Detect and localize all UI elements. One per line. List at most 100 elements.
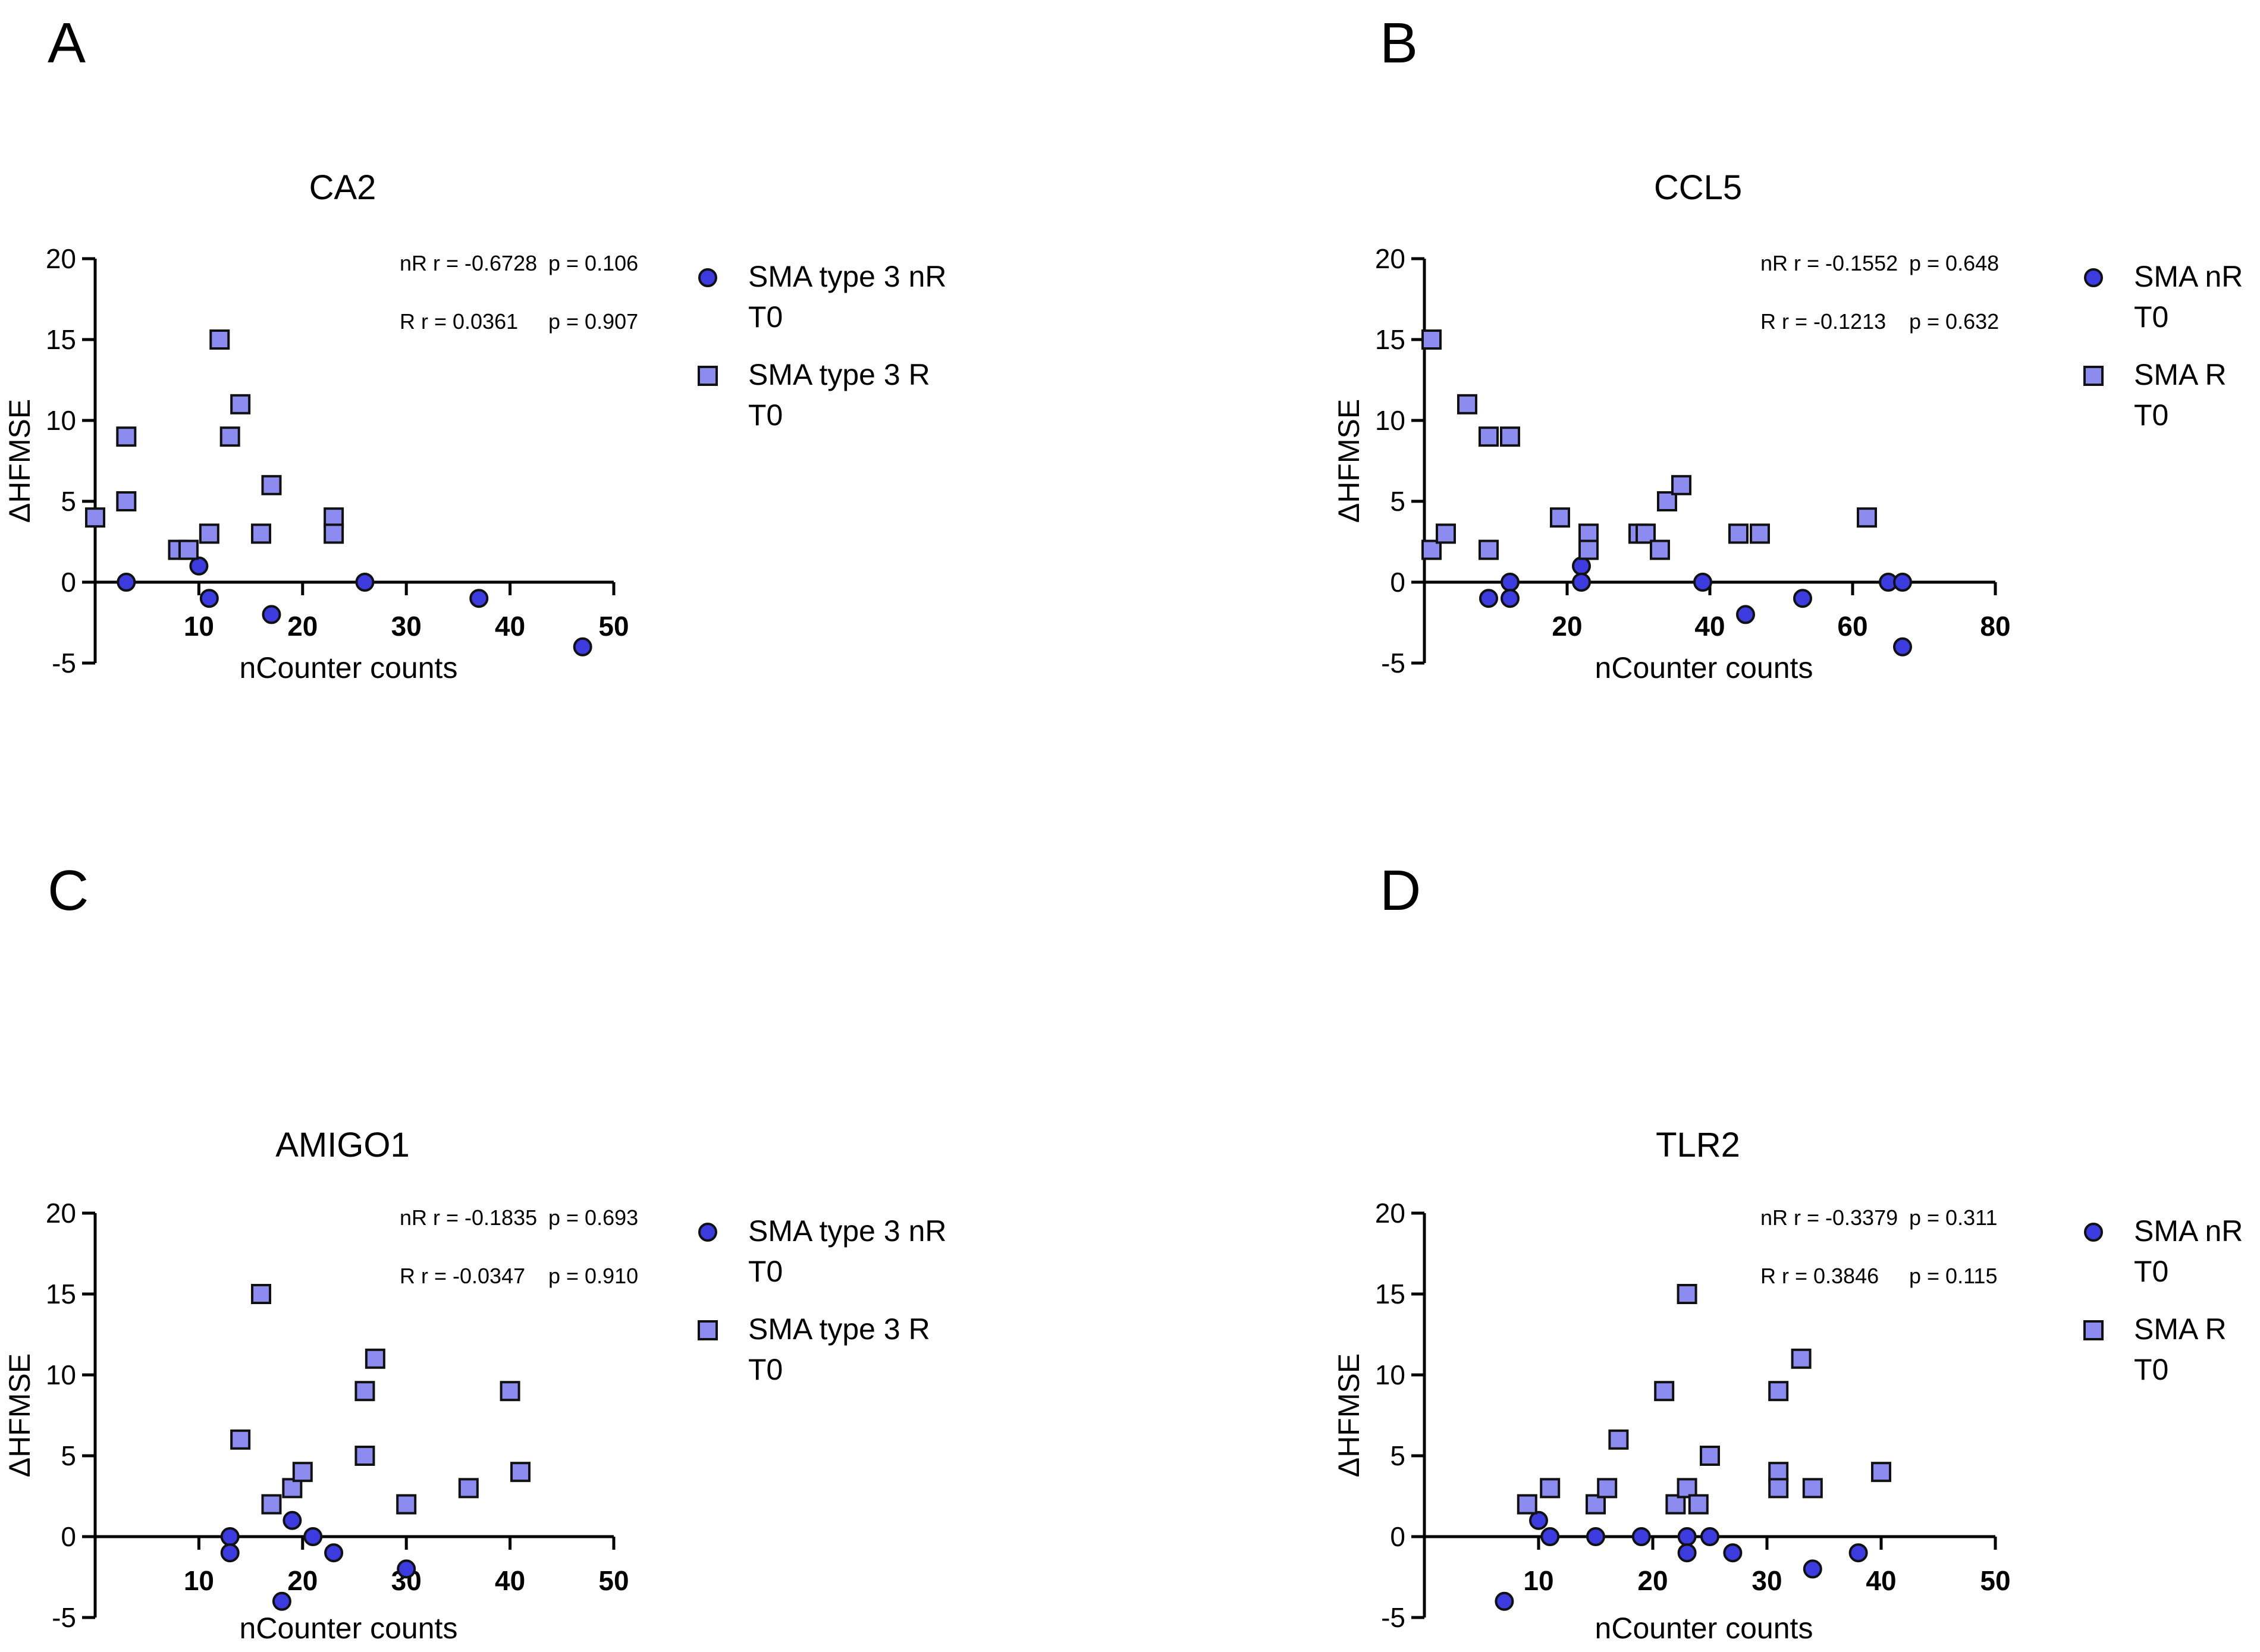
panel-a-letter: A [48, 11, 86, 75]
panel-c-stat-label-r: R [400, 1264, 415, 1288]
panel-a-legend-sublabel-1: T0 [748, 398, 783, 432]
panel-c-y-tick-label: 0 [61, 1521, 76, 1552]
panel-d-stat-r-r: r = 0.3846 [1782, 1264, 1879, 1288]
panel-b-stat-r-nr: r = -0.1552 [1794, 251, 1898, 275]
panel-d-letter: D [1380, 859, 1421, 922]
panel-d-point-r [1768, 1381, 1789, 1402]
panel-c-letter: C [48, 859, 89, 922]
panel-a-y-tick-label: 0 [61, 567, 76, 598]
panel-a-y-tick-label: 10 [46, 405, 76, 436]
panel-d-stat-p-nr: p = 0.311 [1909, 1205, 1997, 1230]
panel-b-stat-r-r: r = -0.1213 [1782, 309, 1886, 334]
panel-c-stat-label-nr: nR [400, 1205, 427, 1230]
panel-b-point-nr [1501, 589, 1520, 608]
panel-c-stat-r-r: r = -0.0347 [421, 1264, 525, 1288]
panel-b-point-r [1457, 394, 1477, 414]
panel-b-point-r [1479, 426, 1499, 447]
panel-b-point-nr [1572, 573, 1591, 592]
panel-d-point-nr [1803, 1559, 1822, 1579]
panel-c-y-tick-label: -5 [52, 1602, 76, 1633]
panel-b-point-nr [1479, 589, 1498, 608]
panel-a-y-tick-label: -5 [52, 648, 76, 679]
panel-d-x-axis-label: nCounter counts [1595, 1612, 1813, 1645]
panel-c-point-nr [220, 1543, 240, 1563]
panel-b-y-tick-label: 5 [1390, 486, 1405, 517]
panel-d-point-nr [1586, 1527, 1605, 1546]
panel-b-legend-label-1: SMA R [2134, 358, 2227, 391]
panel-c-point-nr [303, 1527, 323, 1546]
panel-d-y-tick-label: 10 [1375, 1359, 1405, 1390]
panel-b-point-r [1421, 539, 1442, 560]
panel-d-point-r [1540, 1478, 1561, 1499]
panel-b-x-tick-label: 40 [1694, 611, 1725, 642]
panel-b-point-nr [1793, 589, 1812, 608]
panel-a-y-tick-label: 20 [46, 243, 76, 274]
panel-b-y-axis-label: ΔHFMSE [1332, 399, 1366, 523]
panel-b-point-r [1657, 491, 1677, 511]
panel-c-point-r [500, 1381, 520, 1402]
panel-d-point-nr [1700, 1527, 1719, 1546]
panel-d-y-axis-label: ΔHFMSE [1332, 1353, 1366, 1477]
panel-d-x-tick-label: 50 [1980, 1565, 2010, 1596]
panel-d-point-r [1586, 1494, 1606, 1515]
panel-d-point-nr [1529, 1510, 1548, 1530]
panel-b-y-tick-label: 20 [1375, 243, 1405, 274]
panel-d-point-r [1700, 1446, 1720, 1466]
panel-b-x-tick-label: 20 [1552, 611, 1582, 642]
panel-d-legend-label-0: SMA nR [2134, 1214, 2243, 1248]
panel-a-legend-label-1: SMA type 3 R [748, 358, 930, 391]
panel-d-stat-label-r: R [1760, 1264, 1776, 1288]
panel-c-point-r [458, 1478, 479, 1499]
panel-b-point-nr [1736, 605, 1755, 624]
panel-a-point-nr [189, 556, 209, 576]
panel-b-letter: B [1380, 11, 1418, 75]
panel-b-point-r [1500, 426, 1520, 447]
panel-d-point-r [1608, 1429, 1629, 1450]
panel-d-point-r [1597, 1478, 1618, 1499]
panel-d-point-r [1677, 1478, 1697, 1499]
panel-c-point-r [365, 1348, 385, 1369]
panel-a-point-r [178, 539, 199, 560]
panel-b-legend-sublabel-1: T0 [2134, 398, 2168, 432]
panel-b-stat-p-nr: p = 0.648 [1909, 251, 1999, 275]
panel-b-y-tick-label: 15 [1375, 324, 1405, 355]
panel-a-point-r [85, 507, 105, 528]
panel-d-point-nr [1677, 1543, 1697, 1563]
panel-c-point-r [510, 1462, 531, 1483]
panel-b-point-nr [1893, 637, 1912, 657]
panel-c-point-r [251, 1284, 272, 1304]
panel-d-y-tick-label: -5 [1381, 1602, 1405, 1633]
panel-c-legend-sublabel-1: T0 [748, 1353, 783, 1386]
panel-c-legend-marker-0 [698, 1223, 717, 1242]
panel-b-y-tick-label: 0 [1390, 567, 1405, 598]
panel-b-point-r [1750, 523, 1770, 544]
panel-a-point-r [116, 426, 137, 447]
panel-b-legend-marker-0 [2084, 268, 2103, 287]
panel-d-point-r [1688, 1494, 1709, 1515]
panel-d-point-nr [1495, 1591, 1514, 1611]
panel-a-point-nr [355, 573, 375, 592]
panel-d-point-r [1654, 1381, 1675, 1402]
panel-a-legend-marker-1 [698, 366, 718, 386]
panel-c-stat-r-nr: r = -0.1835 [433, 1205, 537, 1230]
panel-d-point-r [1802, 1478, 1823, 1499]
panel-b-legend-sublabel-0: T0 [2134, 300, 2168, 334]
panel-a-legend-marker-0 [698, 268, 717, 287]
panel-a-y-tick-label: 5 [61, 486, 76, 517]
panel-c-y-tick-label: 5 [61, 1440, 76, 1471]
panel-b-stat-label-nr: nR [1760, 251, 1788, 275]
panel-d-stat-p-r: p = 0.115 [1909, 1264, 1997, 1288]
panel-d-y-tick-label: 5 [1390, 1440, 1405, 1471]
panel-c-point-nr [282, 1510, 302, 1530]
panel-c-x-tick-label: 20 [287, 1565, 318, 1596]
panel-a-x-axis-label: nCounter counts [240, 651, 458, 684]
panel-a-stat-r-nr: r = -0.6728 [433, 251, 537, 275]
panel-d-point-r [1791, 1348, 1812, 1369]
panel-b-legend-marker-1 [2083, 366, 2104, 386]
panel-b-point-r [1436, 523, 1456, 544]
panel-a-point-r [199, 523, 219, 544]
panel-b-point-r [1671, 475, 1691, 495]
panel-c-point-r [261, 1494, 282, 1515]
panel-d-y-tick-label: 0 [1390, 1521, 1405, 1552]
